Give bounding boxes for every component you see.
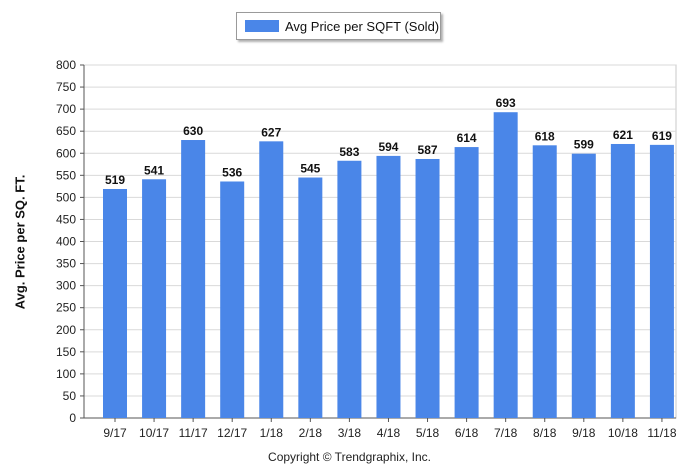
bar [649,144,674,418]
x-tick-label: 4/18 [377,426,401,440]
bar [376,155,401,418]
y-tick-label: 300 [56,279,76,293]
data-label: 519 [105,173,125,187]
legend-swatch [245,20,279,32]
y-tick-label: 700 [56,102,76,116]
bar [571,153,596,418]
data-label: 587 [418,143,438,157]
y-tick-label: 450 [56,212,76,226]
data-label: 618 [535,129,555,143]
bar [181,140,206,418]
data-label: 627 [261,125,281,139]
y-tick-label: 150 [56,345,76,359]
x-tick-label: 5/18 [416,426,440,440]
x-tick-label: 9/18 [572,426,596,440]
bar [103,188,127,418]
y-tick-label: 100 [56,367,76,381]
y-tick-label: 0 [69,411,76,425]
bar [220,181,245,418]
data-label: 621 [613,128,633,142]
data-label: 599 [574,138,594,152]
y-tick-label: 800 [56,58,76,72]
data-label: 583 [339,145,359,159]
data-label: 630 [183,124,203,138]
y-tick-label: 200 [56,323,76,337]
x-tick-label: 6/18 [455,426,479,440]
bar [259,141,284,418]
y-tick-label: 550 [56,168,76,182]
y-tick-label: 50 [63,389,77,403]
x-tick-label: 8/18 [533,426,557,440]
data-label: 541 [144,163,164,177]
x-tick-label: 11/17 [179,426,208,440]
copyright-text: Copyright © Trendgraphix, Inc. [268,450,431,464]
data-label: 619 [652,129,672,143]
data-label: 545 [300,162,320,176]
bar [298,177,323,418]
y-tick-label: 600 [56,146,76,160]
x-tick-label: 7/18 [494,426,518,440]
legend-label: Avg Price per SQFT (Sold) [285,18,440,34]
x-tick-label: 3/18 [338,426,362,440]
x-tick-label: 2/18 [299,426,323,440]
bar [337,160,362,418]
data-label: 614 [457,131,477,145]
x-tick-label: 10/18 [608,426,638,440]
data-label: 536 [222,165,242,179]
data-label: 594 [378,140,398,154]
legend: Avg Price per SQFT (Sold) [236,12,441,40]
x-tick-label: 12/17 [217,426,247,440]
y-tick-label: 350 [56,257,76,271]
bar [454,147,479,418]
y-tick-label: 500 [56,190,76,204]
bar [532,145,557,418]
data-label: 693 [496,96,516,110]
bar [610,143,635,418]
x-tick-label: 11/18 [647,426,676,440]
x-tick-label: 10/17 [139,426,169,440]
x-tick-label: 9/17 [103,426,127,440]
y-axis-label: Avg. Price per SQ. FT. [12,174,28,310]
y-tick-label: 250 [56,301,76,315]
bar [142,179,167,418]
y-tick-label: 650 [56,124,76,138]
y-tick-label: 400 [56,235,76,249]
y-tick-label: 750 [56,80,76,94]
x-tick-label: 1/18 [260,426,284,440]
bar [493,112,518,419]
bar [415,158,440,418]
